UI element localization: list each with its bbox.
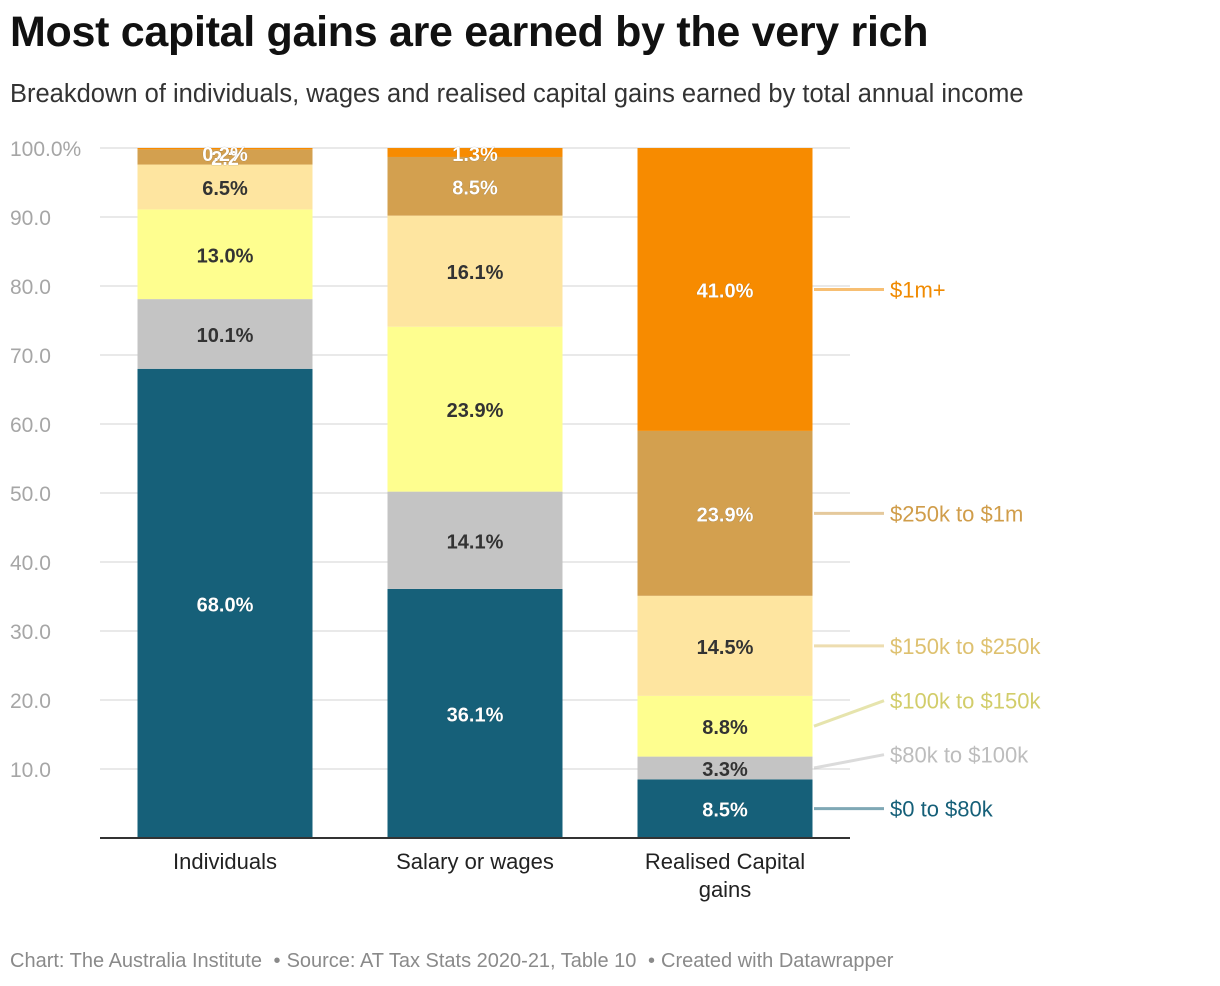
bar-segment [137,368,313,838]
datawrapper-credit: Created with Datawrapper [661,950,894,972]
value-label: 8.8% [702,717,748,739]
value-label: 14.5% [697,637,754,659]
bar-segment [637,148,813,431]
legend-label: $1m+ [890,277,946,302]
y-tick-label: 40.0 [10,552,51,575]
footer-credits: Chart: The Australia Institute • Source: … [10,950,893,973]
value-label: 3.3% [702,759,748,781]
value-label: 23.9% [697,504,754,526]
x-tick-label: Individuals [173,849,277,874]
value-label: 14.1% [447,531,504,553]
legend-connector [813,699,885,728]
bar-segment [387,156,563,216]
bar-segment [637,779,813,838]
legend-connector [813,753,885,770]
bar-segment [137,164,313,210]
y-tick-label: 80.0 [10,276,51,299]
x-tick-label: Realised Capital gains [645,849,805,902]
legend-label: $0 to $80k [890,797,994,822]
legend-label: $80k to $100k [890,743,1029,768]
y-tick-label: 70.0 [10,345,51,368]
value-label: 13.0% [197,245,254,267]
source-credit: Source: AT Tax Stats 2020-21, Table 10 [286,950,637,972]
value-labels: 68.0% 10.1% 13.0% 6.5% 2.20.2% 36.1% 14.1% 23.9… [196,144,754,822]
legend-label: $150k to $250k [890,634,1041,659]
y-tick-label: 10.0 [10,759,51,782]
x-axis-ticks: Individuals Salary or wages Realised Capit… [173,849,805,902]
value-label: 2.2 [211,148,239,170]
value-label: 23.9% [447,400,504,422]
value-label: 8.5% [452,177,498,199]
bar-segment [637,695,813,757]
bar-segment [387,491,563,589]
bar-segment [137,149,313,165]
stacked-bar-chart: 10.0 20.0 30.0 40.0 50.0 60.0 70.0 80.0 90.0 100.… [10,138,1041,902]
legend-label: $250k to $1m [890,501,1023,526]
bar-segment [637,595,813,696]
bar-segment [637,756,813,780]
chart-title: Most capital gains are earned by the ver… [10,8,929,56]
chart-subtitle: Breakdown of individuals, wages and real… [10,80,1024,108]
bars [137,148,813,838]
value-label: 10.1% [197,325,254,347]
value-label: 68.0% [197,594,254,616]
chart-credit: Chart: The Australia Institute [10,950,262,972]
value-label: 41.0% [697,280,754,302]
value-label: 1.3% [452,144,498,166]
bar-segment [637,430,813,596]
value-label: 6.5% [202,178,248,200]
y-tick-label: 50.0 [10,483,51,506]
y-tick-label: 20.0 [10,690,51,713]
bar-segment [387,148,563,157]
footer-separator: • [273,950,281,972]
bar-segment [137,299,313,369]
value-label: 0.2% [202,144,248,166]
bar-segment [137,209,313,300]
y-tick-label: 30.0 [10,621,51,644]
y-tick-label: 60.0 [10,414,51,437]
legend-label: $100k to $150k [890,689,1041,714]
x-tick-label: Salary or wages [396,849,554,874]
value-label: 16.1% [447,262,504,284]
value-label: 36.1% [447,704,504,726]
bar-segment [387,215,563,327]
value-label: 8.5% [702,800,748,822]
bar-segment [137,148,313,150]
y-axis-ticks: 10.0 20.0 30.0 40.0 50.0 60.0 70.0 80.0 90.0 100.… [10,138,81,782]
bar-segment [387,326,563,492]
footer-separator: • [648,950,656,972]
direct-legend: $0 to $80k $80k to $100k $100k to $150k $15… [813,277,1041,822]
bar-segment [387,588,563,838]
y-tick-label: 90.0 [10,207,51,230]
y-tick-label: 100.0% [10,138,81,161]
